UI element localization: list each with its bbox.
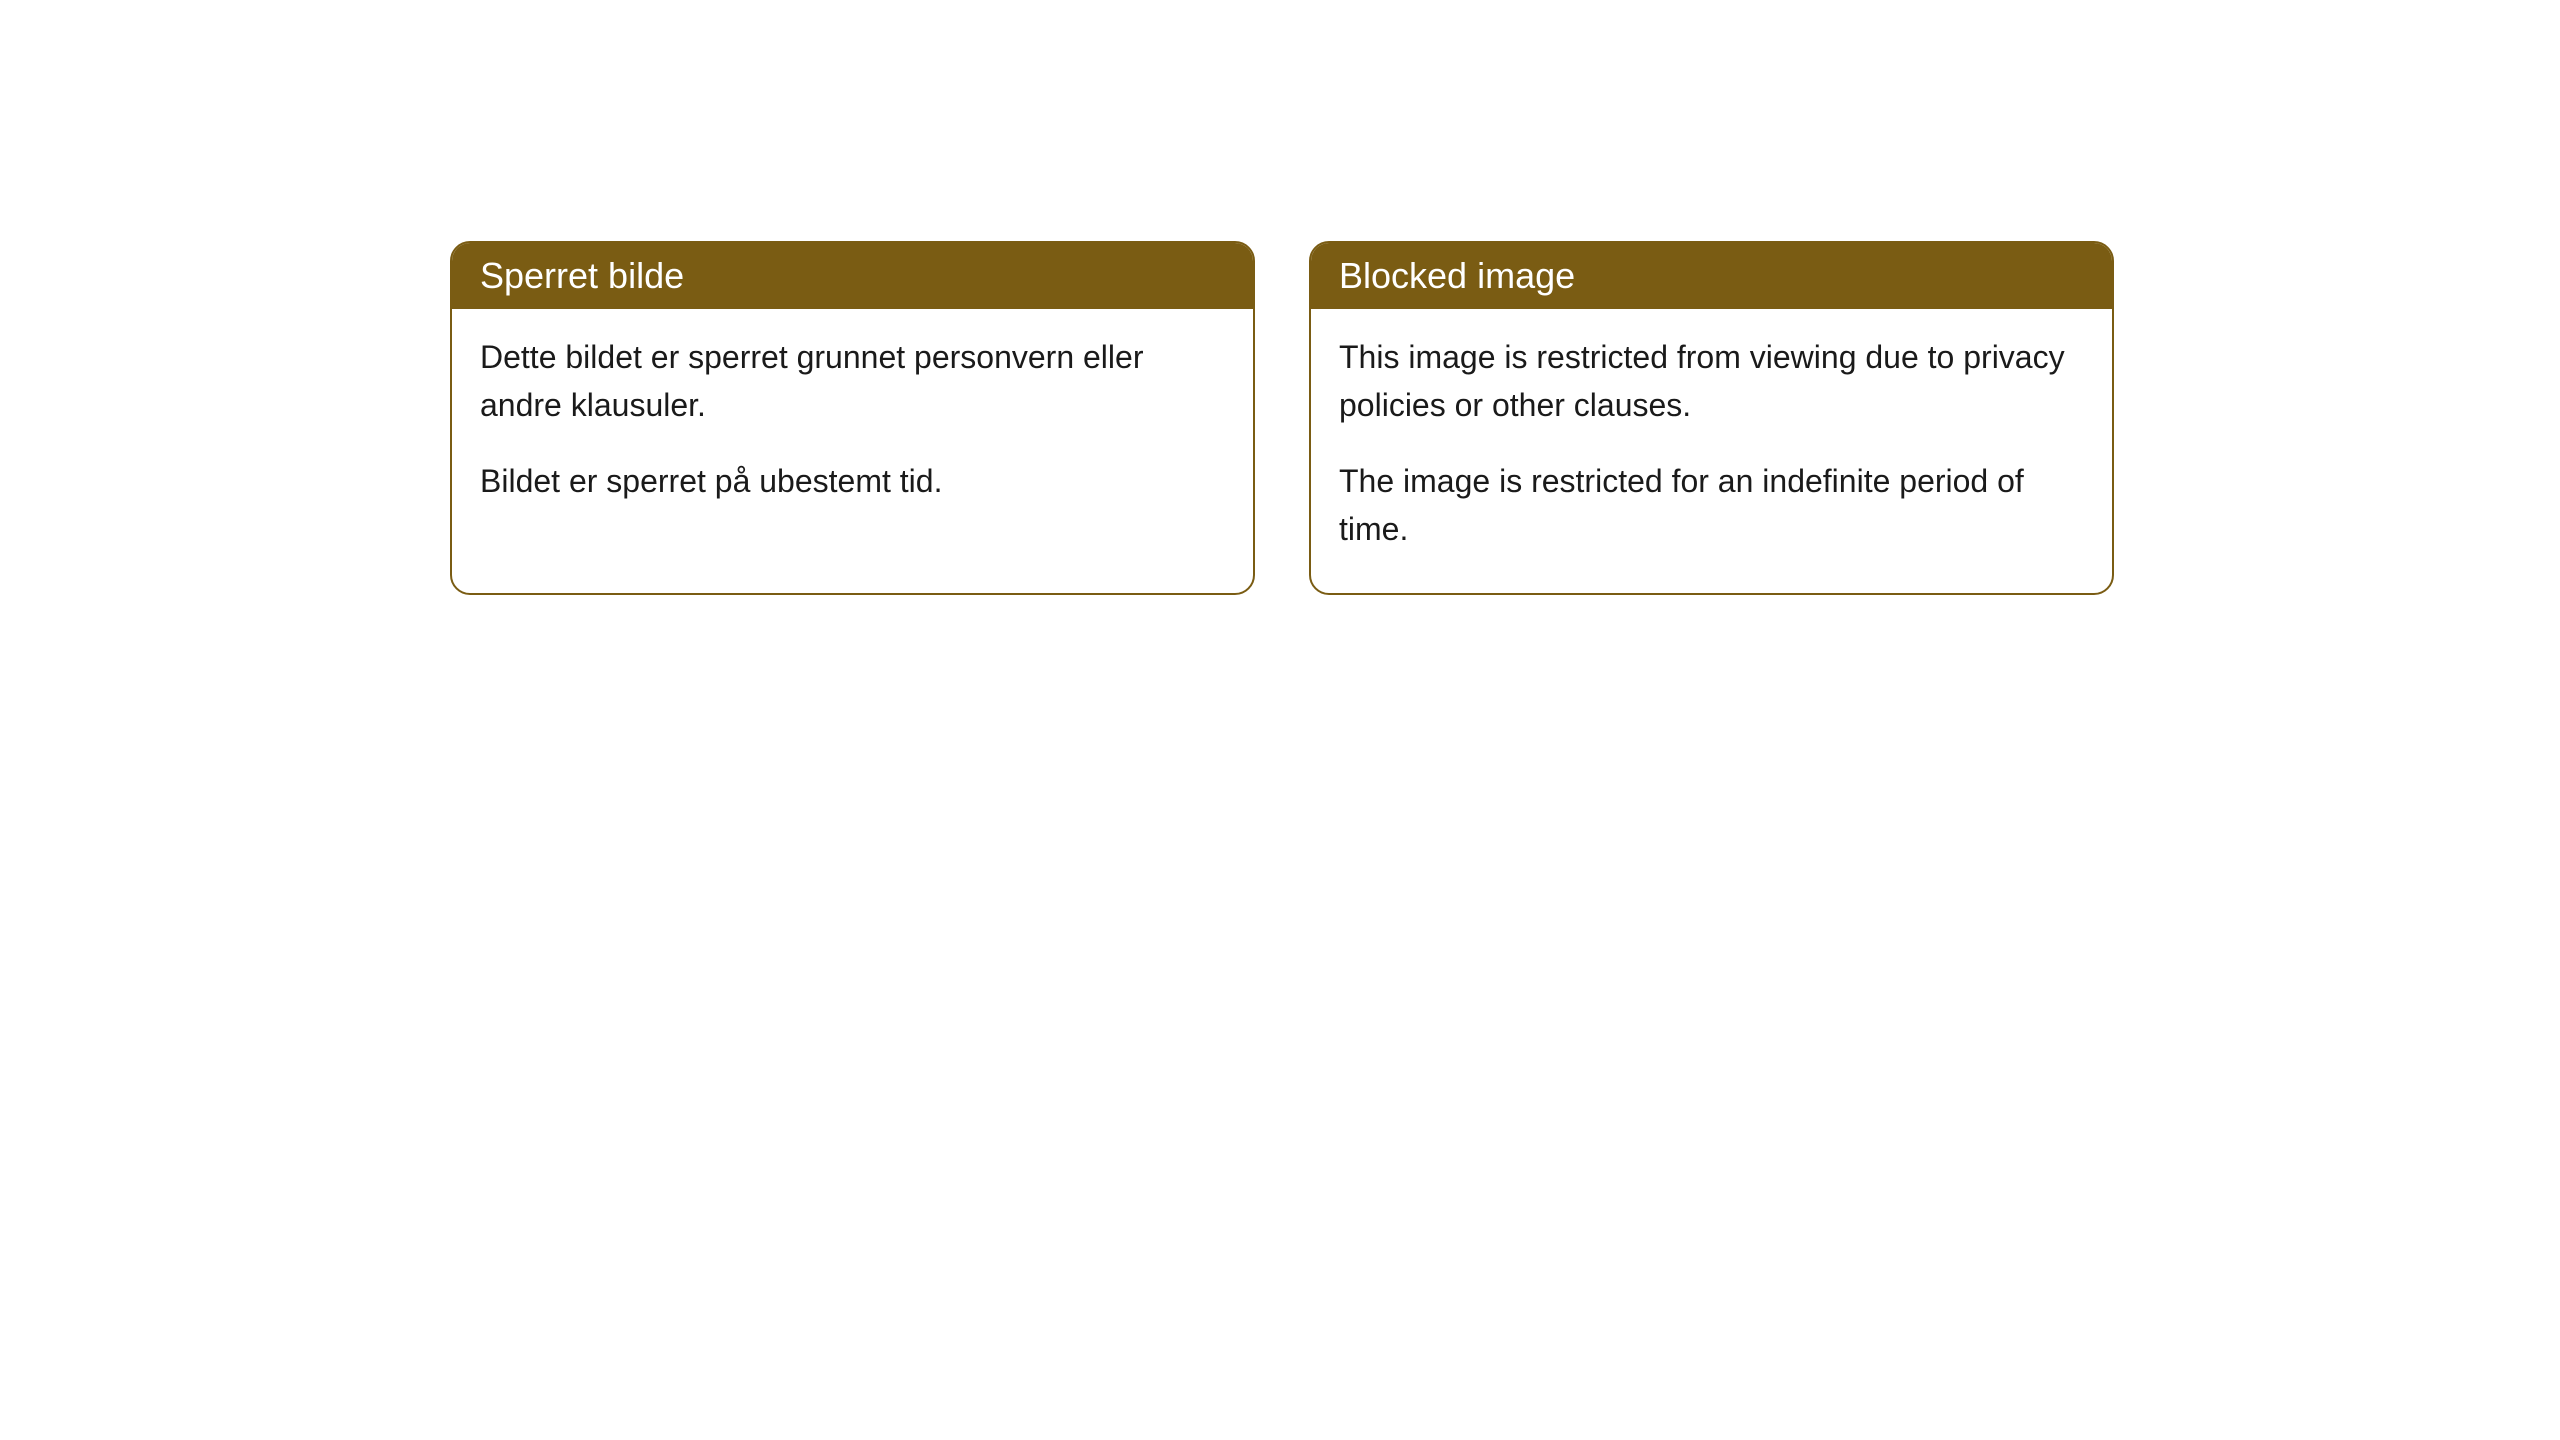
blocked-image-card-english: Blocked image This image is restricted f… bbox=[1309, 241, 2114, 595]
card-body: This image is restricted from viewing du… bbox=[1311, 309, 2112, 593]
card-title: Blocked image bbox=[1339, 255, 1575, 296]
card-header: Blocked image bbox=[1311, 243, 2112, 309]
notice-cards-container: Sperret bilde Dette bildet er sperret gr… bbox=[450, 241, 2114, 595]
card-body: Dette bildet er sperret grunnet personve… bbox=[452, 309, 1253, 545]
blocked-image-card-norwegian: Sperret bilde Dette bildet er sperret gr… bbox=[450, 241, 1255, 595]
card-paragraph: Bildet er sperret på ubestemt tid. bbox=[480, 457, 1225, 505]
card-header: Sperret bilde bbox=[452, 243, 1253, 309]
card-paragraph: The image is restricted for an indefinit… bbox=[1339, 457, 2084, 553]
card-paragraph: Dette bildet er sperret grunnet personve… bbox=[480, 333, 1225, 429]
card-title: Sperret bilde bbox=[480, 255, 684, 296]
card-paragraph: This image is restricted from viewing du… bbox=[1339, 333, 2084, 429]
